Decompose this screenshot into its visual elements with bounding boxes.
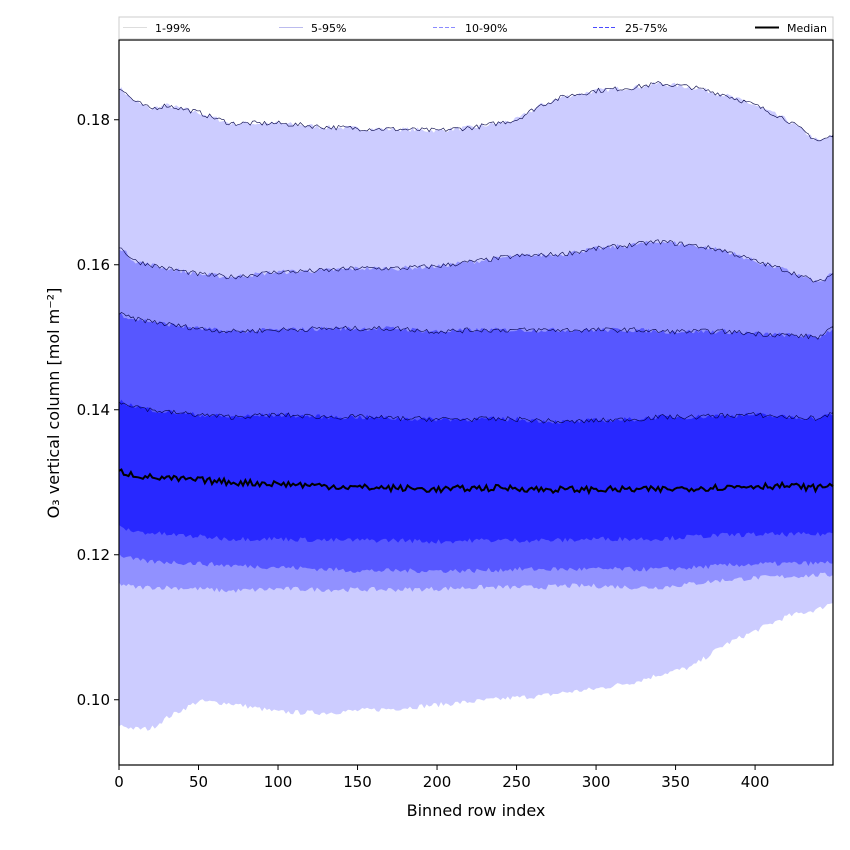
x-tick-label: 300 (582, 773, 611, 791)
legend-label: 10-90% (465, 22, 507, 35)
band-edge-10-90pct (118, 312, 834, 340)
legend: 1-99% 5-95% 10-90% 25-75% Median (118, 16, 834, 40)
y-tick-label: 0.10 (77, 691, 110, 709)
x-axis-label: Binned row index (407, 801, 546, 820)
y-axis: 0.10 0.12 0.14 0.16 0.18 (77, 111, 119, 709)
y-tick-label: 0.12 (77, 546, 110, 564)
x-axis: 0 50 100 150 200 250 300 350 400 (114, 765, 769, 791)
band-edge-5-95pct (118, 239, 834, 283)
plot-area (118, 81, 834, 731)
legend-label: 25-75% (625, 22, 667, 35)
legend-label: 5-95% (311, 22, 346, 35)
y-axis-label: O₃ vertical column [mol m⁻²] (44, 288, 63, 519)
axes-frame (118, 39, 834, 766)
x-tick-label: 350 (661, 773, 690, 791)
y-tick-label: 0.16 (77, 256, 110, 274)
plot-frame (118, 39, 834, 766)
y-tick-label: 0.18 (77, 111, 110, 129)
median-line (118, 468, 834, 496)
x-tick-label: 150 (343, 773, 372, 791)
band-edge-1-99pct (118, 81, 834, 142)
y-tick-label: 0.14 (77, 401, 110, 419)
x-tick-label: 400 (741, 773, 770, 791)
x-tick-label: 250 (502, 773, 531, 791)
x-tick-label: 50 (189, 773, 208, 791)
x-tick-label: 200 (423, 773, 452, 791)
legend-label: Median (787, 22, 827, 35)
x-tick-label: 100 (264, 773, 293, 791)
x-tick-label: 0 (114, 773, 124, 791)
band-25-75pct (119, 399, 833, 544)
legend-box (118, 16, 834, 40)
legend-label: 1-99% (155, 22, 190, 35)
band-edge-25-75pct (118, 401, 834, 424)
